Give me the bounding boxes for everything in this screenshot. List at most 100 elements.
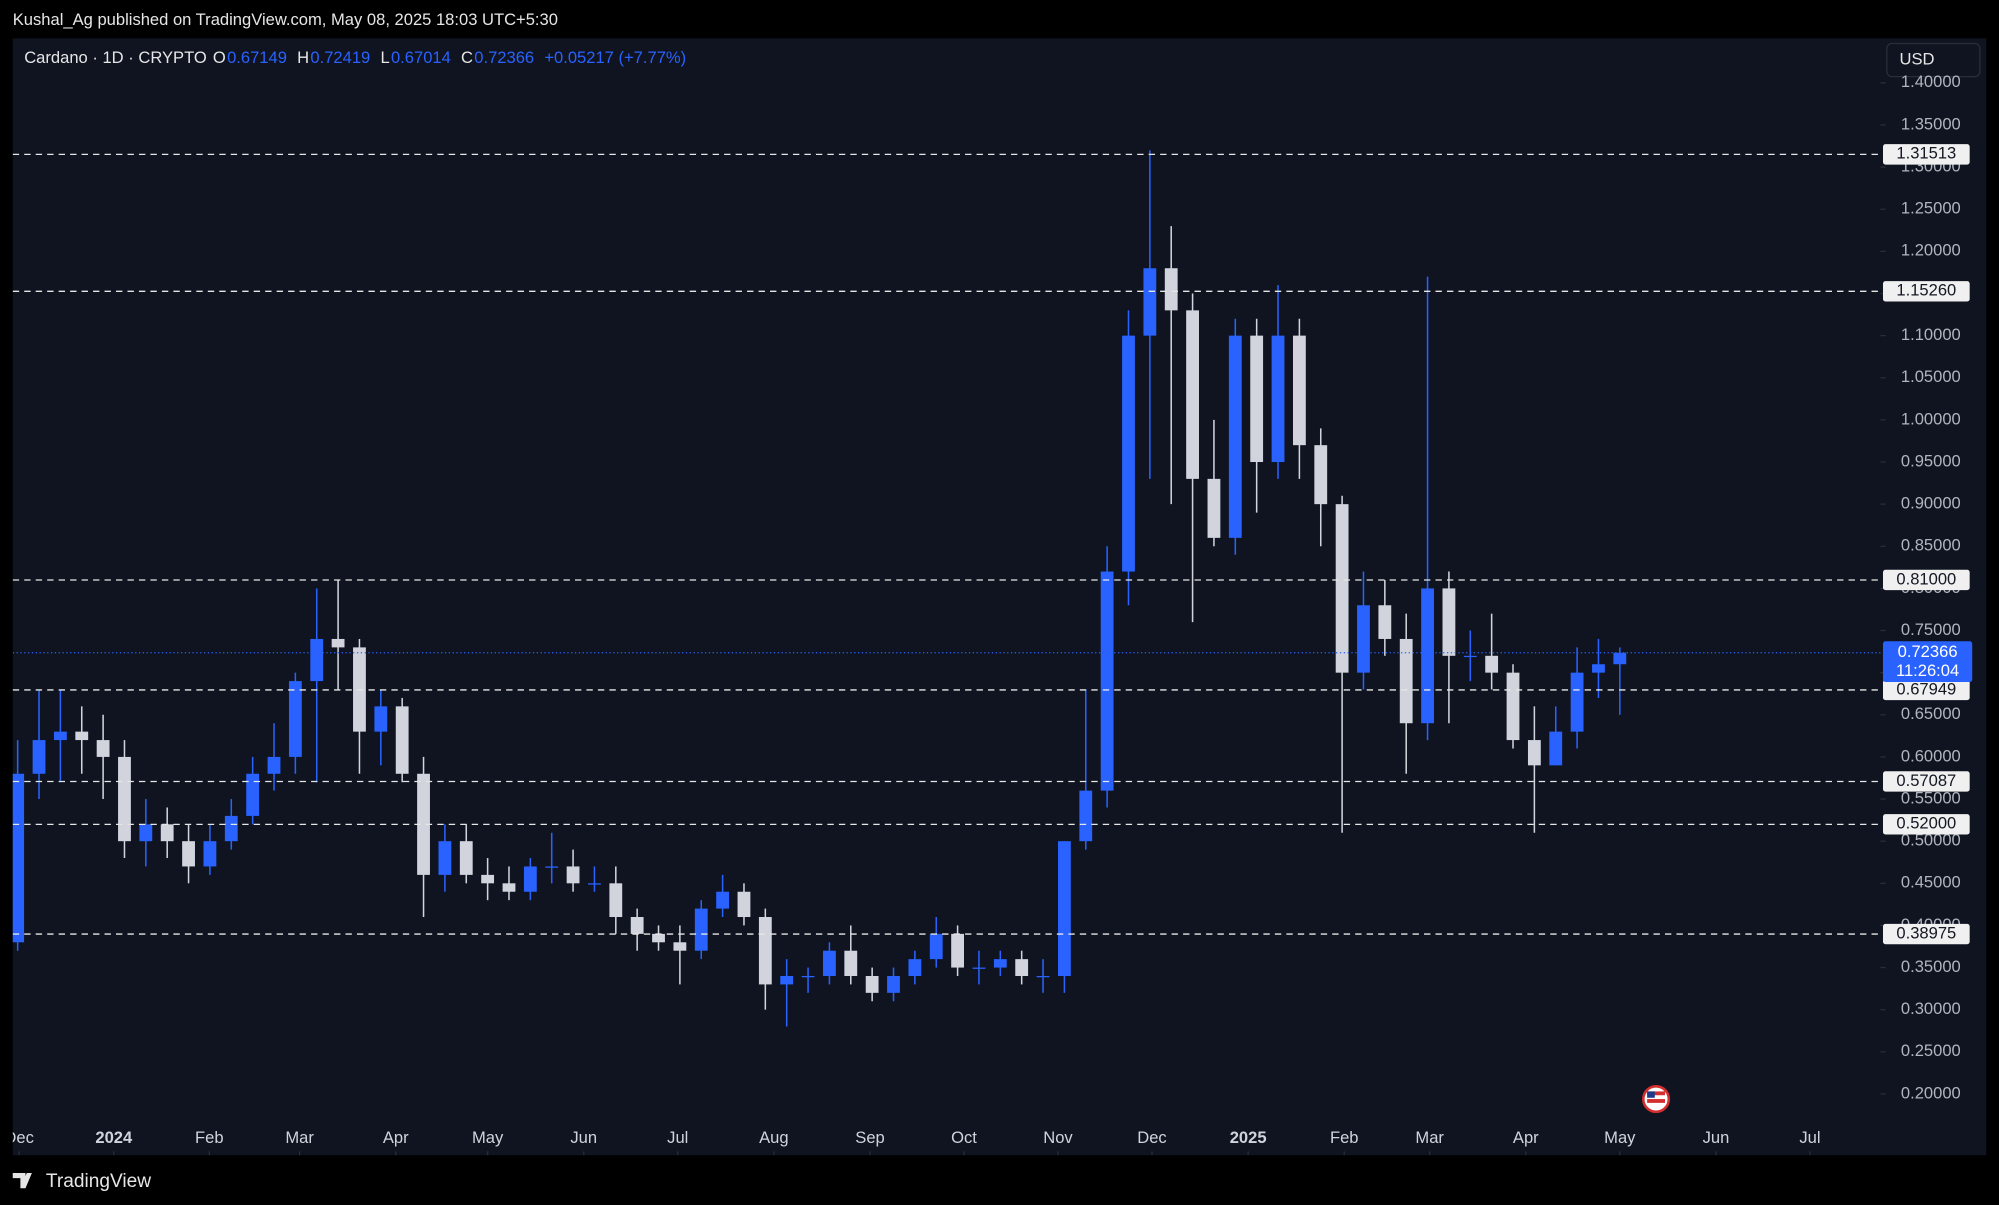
x-tick-label: Mar xyxy=(285,1128,314,1147)
candle-body xyxy=(1335,504,1349,673)
brand: TradingView xyxy=(46,1171,151,1192)
level-label-box xyxy=(1882,923,1970,945)
candle-body xyxy=(844,950,858,976)
candle-body xyxy=(1250,335,1264,463)
candle-body xyxy=(374,706,388,732)
ohlc-key: L xyxy=(380,48,389,67)
candle-body xyxy=(1292,335,1306,446)
candle-body xyxy=(288,681,302,757)
candle-body xyxy=(588,883,601,885)
symbol: Cardano · 1D · CRYPTO xyxy=(24,48,207,67)
change: +0.05217 (+7.77%) xyxy=(544,48,686,67)
y-tick-label: 0.90000 xyxy=(1901,494,1961,513)
x-tick-label: Apr xyxy=(1513,1128,1539,1147)
x-tick-label: Feb xyxy=(195,1128,224,1147)
countdown: 11:26:04 xyxy=(1896,661,1959,680)
candle-body xyxy=(1442,588,1456,656)
y-tick-label: 0.20000 xyxy=(1901,1083,1961,1102)
candle-body xyxy=(1463,655,1477,658)
y-tick-label: 1.00000 xyxy=(1901,409,1961,428)
legend-row: Cardano · 1D · CRYPTO O 0.67149 H 0.72419 L 0… xyxy=(24,48,686,67)
candle-body xyxy=(1357,605,1370,673)
y-tick-label: 0.65000 xyxy=(1901,704,1961,723)
level-label-box xyxy=(1882,569,1970,591)
y-tick-label: 1.25000 xyxy=(1901,199,1961,218)
candle-body xyxy=(865,975,879,993)
x-tick-label: Jun xyxy=(1703,1128,1730,1147)
x-tick-label: May xyxy=(472,1128,504,1147)
candle-body xyxy=(395,706,409,774)
candle-body xyxy=(823,950,836,976)
level-label-box xyxy=(1882,281,1970,302)
candle-body xyxy=(1228,335,1242,538)
y-tick-label: 0.35000 xyxy=(1901,957,1961,976)
flag-icon[interactable] xyxy=(1642,1085,1671,1114)
x-tick-label: Feb xyxy=(1330,1128,1359,1147)
x-tick-label: Oct xyxy=(951,1128,977,1147)
candle-body xyxy=(652,933,665,943)
candle-body xyxy=(459,841,473,875)
ohlc-value: 0.72366 xyxy=(474,48,534,67)
currency-button[interactable] xyxy=(1886,42,1981,78)
y-tick-label: 1.05000 xyxy=(1901,367,1961,386)
candle-body xyxy=(908,959,922,976)
candle-body xyxy=(630,917,644,934)
plot xyxy=(12,150,1881,1027)
last-price-box xyxy=(1882,641,1973,683)
candle-body xyxy=(32,740,46,774)
candle-body xyxy=(887,975,900,993)
candle-body xyxy=(1100,571,1114,791)
publisher: Kushal_Ag published on TradingView.com, … xyxy=(13,10,558,29)
currency[interactable]: USD xyxy=(1900,49,1935,68)
candle-body xyxy=(267,756,281,774)
ohlc-key: H xyxy=(297,48,309,67)
candle-body xyxy=(417,773,430,875)
candle-body xyxy=(545,866,559,868)
candle-body xyxy=(1186,310,1199,479)
candle-body xyxy=(1143,268,1157,336)
level-label: 1.15260 xyxy=(1896,281,1956,300)
candle-body xyxy=(118,756,131,842)
ohlc-key: O xyxy=(213,48,226,67)
candle-body xyxy=(566,866,580,884)
y-tick-label: 1.35000 xyxy=(1901,114,1961,133)
brand-logo xyxy=(12,1173,32,1189)
level-label-box xyxy=(1882,679,1970,701)
candle-body xyxy=(502,883,516,892)
x-tick-label: May xyxy=(1604,1128,1636,1147)
candle-body xyxy=(694,908,708,951)
y-tick-label: 1.40000 xyxy=(1901,72,1961,91)
y-tick-label: 0.45000 xyxy=(1901,873,1961,892)
candle-body xyxy=(951,933,965,968)
x-tick-label: Dec xyxy=(4,1128,33,1147)
candle-body xyxy=(438,841,452,875)
candle-body xyxy=(12,773,25,943)
ohlc-key: C xyxy=(461,48,473,67)
candle-body xyxy=(1314,445,1328,505)
y-tick-label: 0.30000 xyxy=(1901,999,1961,1018)
x-tick-label: Apr xyxy=(383,1128,409,1147)
ohlc-value: 0.67149 xyxy=(227,48,287,67)
y-tick-label: 0.85000 xyxy=(1901,536,1961,555)
x-tick-label: Sep xyxy=(855,1128,884,1147)
candle-body xyxy=(1164,268,1178,311)
x-tick-label: 2025 xyxy=(1230,1128,1267,1147)
candle-body xyxy=(929,933,943,960)
x-tick-label: Aug xyxy=(759,1128,788,1147)
candle-body xyxy=(1527,740,1541,766)
candle-body xyxy=(972,967,986,969)
y-tick-label: 0.50000 xyxy=(1901,831,1961,850)
candle-body xyxy=(1207,478,1221,538)
chart-panel xyxy=(12,38,1987,1156)
x-tick-label: Jun xyxy=(570,1128,597,1147)
level-label: 0.81000 xyxy=(1896,569,1956,588)
candle-body xyxy=(1271,335,1285,463)
candle-body xyxy=(182,841,195,867)
candle-body xyxy=(716,891,730,909)
candle-body xyxy=(1122,335,1135,572)
candle-body xyxy=(75,731,89,741)
candle-body xyxy=(801,975,815,978)
candle-body xyxy=(1378,605,1392,639)
candle-body xyxy=(331,638,345,648)
